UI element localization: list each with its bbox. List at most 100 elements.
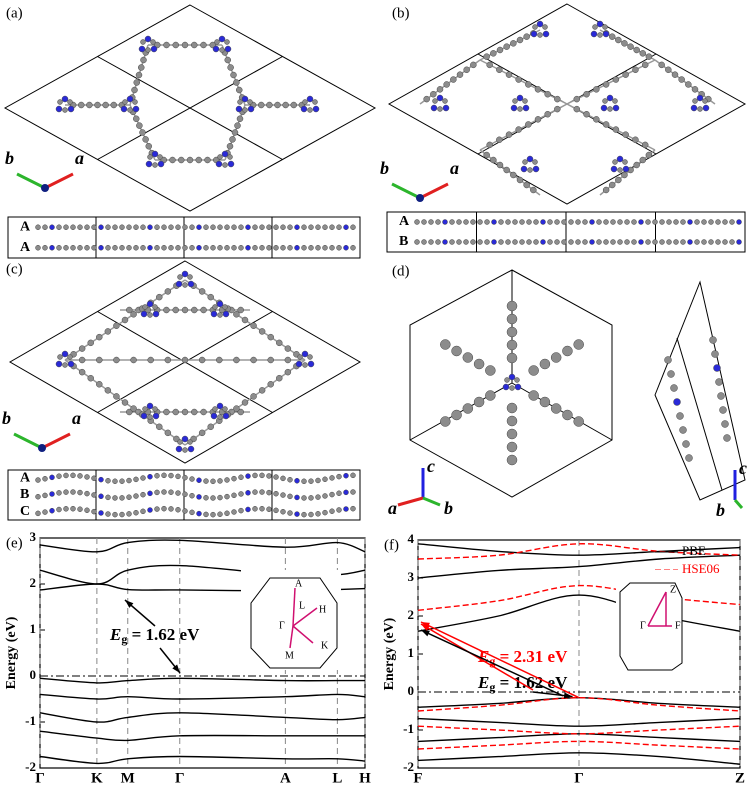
atom bbox=[140, 508, 146, 515]
atom bbox=[102, 101, 109, 109]
atom bbox=[496, 46, 504, 54]
atom bbox=[462, 352, 474, 363]
atom bbox=[435, 219, 441, 225]
atom bbox=[161, 505, 167, 512]
atom bbox=[61, 350, 69, 358]
bond bbox=[566, 59, 656, 105]
atom bbox=[510, 104, 518, 112]
atom bbox=[212, 406, 218, 412]
atom bbox=[708, 239, 714, 245]
atom bbox=[290, 101, 297, 109]
atom bbox=[442, 98, 448, 104]
atom bbox=[502, 383, 510, 391]
atom bbox=[187, 274, 193, 280]
atom bbox=[215, 160, 223, 168]
origin bbox=[416, 194, 424, 202]
atom bbox=[105, 477, 111, 484]
atom bbox=[130, 311, 137, 318]
atom bbox=[442, 219, 448, 225]
atom bbox=[589, 239, 595, 245]
atom bbox=[210, 495, 216, 501]
atom bbox=[87, 374, 94, 382]
atom bbox=[222, 162, 228, 168]
atom bbox=[61, 95, 69, 103]
atom bbox=[140, 224, 146, 230]
atom bbox=[602, 81, 610, 88]
atom bbox=[308, 478, 314, 484]
axis-label: b bbox=[2, 408, 11, 428]
atom bbox=[498, 219, 504, 225]
atom bbox=[473, 358, 485, 370]
atom bbox=[523, 181, 530, 189]
atom bbox=[238, 224, 244, 230]
atom bbox=[280, 508, 286, 515]
atom bbox=[210, 310, 218, 318]
atom bbox=[274, 101, 281, 109]
atom bbox=[119, 495, 125, 501]
atom bbox=[509, 385, 515, 391]
atom bbox=[245, 245, 251, 251]
atom bbox=[483, 53, 490, 60]
atom bbox=[515, 126, 522, 133]
atom bbox=[78, 356, 86, 364]
atom bbox=[156, 423, 163, 431]
panel-label: (d) bbox=[392, 263, 410, 279]
atom bbox=[702, 104, 710, 112]
atom bbox=[49, 474, 55, 481]
inset-label: A bbox=[295, 578, 303, 589]
atom bbox=[63, 224, 69, 230]
atom bbox=[701, 239, 707, 245]
atom bbox=[440, 416, 451, 427]
atom bbox=[294, 245, 300, 251]
atom bbox=[491, 219, 497, 225]
atom bbox=[226, 143, 234, 150]
atom bbox=[152, 162, 158, 168]
k-path bbox=[647, 591, 667, 627]
atom bbox=[217, 224, 223, 230]
atom bbox=[154, 224, 160, 230]
atom bbox=[181, 408, 189, 416]
atom bbox=[189, 492, 195, 499]
atom bbox=[231, 492, 237, 499]
atom bbox=[236, 115, 244, 122]
atom bbox=[294, 478, 300, 484]
bond bbox=[566, 103, 656, 151]
atom bbox=[723, 434, 731, 442]
atom bbox=[690, 104, 698, 112]
atom bbox=[517, 106, 523, 112]
atom bbox=[673, 219, 679, 225]
atom bbox=[224, 477, 230, 483]
atom bbox=[140, 245, 146, 251]
atom bbox=[645, 151, 653, 159]
axis-arrow bbox=[422, 496, 441, 507]
atom bbox=[157, 160, 165, 168]
atom bbox=[498, 239, 504, 245]
atom bbox=[506, 402, 518, 414]
atom bbox=[514, 377, 520, 383]
y-tick-label: 2 bbox=[30, 575, 37, 590]
atom bbox=[266, 224, 272, 230]
atom bbox=[235, 105, 243, 113]
atom bbox=[329, 245, 335, 251]
atom bbox=[691, 86, 699, 93]
atom bbox=[266, 506, 272, 513]
atom bbox=[301, 495, 307, 501]
atom bbox=[84, 224, 90, 230]
atom bbox=[590, 30, 598, 38]
atom bbox=[687, 239, 693, 245]
atom bbox=[175, 473, 181, 480]
atom bbox=[596, 239, 602, 245]
atom bbox=[682, 440, 690, 448]
atom bbox=[147, 312, 153, 318]
cell-line bbox=[676, 337, 723, 491]
atom bbox=[147, 473, 153, 480]
atom bbox=[131, 86, 138, 94]
atom bbox=[252, 245, 258, 251]
atom bbox=[561, 219, 567, 225]
atom bbox=[145, 143, 152, 150]
atom bbox=[130, 356, 137, 364]
atom bbox=[315, 511, 321, 517]
atom bbox=[224, 39, 230, 45]
atom bbox=[133, 79, 140, 86]
atom bbox=[442, 104, 450, 112]
